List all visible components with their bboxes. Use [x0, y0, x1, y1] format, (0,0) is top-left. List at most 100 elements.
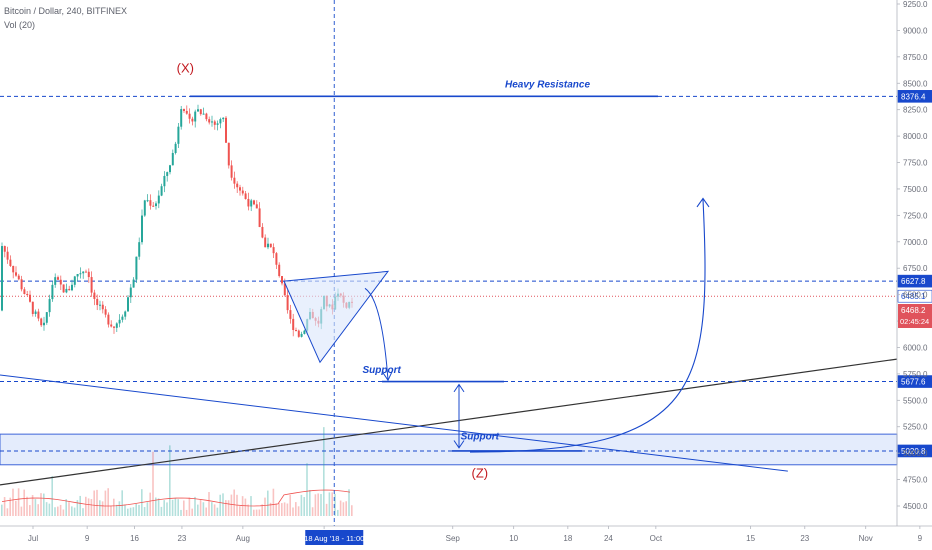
candle-body: [211, 121, 213, 123]
candle-body: [152, 205, 155, 207]
candle-body: [29, 294, 31, 302]
crosshair-date-tag: [305, 530, 364, 545]
x-tick-label: Oct: [650, 534, 663, 543]
candle-body: [197, 109, 199, 112]
volume-bar: [68, 502, 70, 516]
breakdown-projection[interactable]: [364, 287, 389, 381]
candle-body: [59, 279, 62, 285]
volume-bar: [258, 509, 261, 516]
volume-bar: [289, 494, 291, 516]
volume-bar: [345, 501, 347, 516]
volume-bar: [59, 504, 62, 516]
candle-body: [292, 318, 295, 330]
volume-bar: [149, 492, 151, 516]
volume-bar: [320, 494, 322, 516]
countdown-label: 02:45:24: [900, 317, 929, 326]
candle-body: [267, 243, 269, 248]
candle-body: [233, 177, 236, 184]
falling-trendline[interactable]: [0, 374, 788, 472]
volume-bar: [146, 502, 149, 516]
heavy-resistance-label: Heavy Resistance: [505, 79, 590, 90]
level-tag-5020.8: [897, 444, 932, 458]
volume-bar: [118, 501, 121, 516]
candle-body: [241, 190, 244, 194]
candle-body: [3, 246, 6, 252]
candle-body: [250, 200, 253, 207]
candle-body: [300, 333, 303, 337]
x-tick-label: Aug: [236, 534, 250, 543]
candle-body: [82, 271, 85, 274]
candle-body: [205, 113, 208, 120]
y-tick-label: 6000.0: [903, 343, 928, 352]
support-zone[interactable]: [0, 433, 898, 466]
rising-trendline[interactable]: [0, 358, 898, 486]
x-tick-label: 16: [130, 534, 139, 543]
candle-body: [191, 118, 194, 122]
volume-bar: [314, 494, 317, 516]
candle-body: [155, 203, 157, 207]
volume-bar: [31, 495, 34, 516]
candle-body: [146, 200, 149, 202]
volume-bar: [17, 488, 20, 516]
candle-body: [96, 298, 99, 306]
level-label-8376.4: 8376.4: [901, 92, 926, 101]
candle-body: [180, 109, 183, 127]
volume-bar: [57, 506, 59, 516]
volume-bar: [65, 499, 67, 516]
volume-bar: [45, 502, 48, 516]
current-price-label: 6468.2: [901, 306, 926, 315]
level-tag-8376.4: [897, 90, 932, 103]
candle-body: [17, 275, 20, 280]
candle-body: [230, 165, 233, 178]
volume-bar: [157, 498, 160, 516]
volume-bar: [129, 507, 132, 516]
candle-body: [43, 322, 45, 326]
triangle-pattern[interactable]: [283, 270, 390, 364]
support-upper-label: Support: [362, 365, 401, 376]
volume-bar: [261, 504, 263, 516]
y-tick-label: 4500.0: [903, 502, 928, 511]
volume-bar: [286, 503, 289, 516]
candle-body: [101, 304, 104, 310]
volume-bar: [43, 493, 45, 516]
y-tick-label: 8250.0: [903, 106, 928, 115]
candle-body: [227, 142, 230, 166]
candle-body: [93, 292, 96, 299]
candle-body: [149, 200, 152, 206]
volume-bar: [247, 504, 249, 516]
level-label-5020.8: 5020.8: [901, 447, 926, 456]
bullish-projection-curve[interactable]: [469, 199, 706, 453]
candle-body: [115, 323, 118, 328]
volume-bar: [104, 490, 107, 516]
candle-body: [138, 242, 141, 257]
volume-bar: [127, 508, 129, 516]
y-tick-label: 7250.0: [903, 211, 928, 220]
volume-bar: [303, 497, 305, 516]
x-tick-label: 9: [918, 534, 923, 543]
candle-body: [135, 256, 138, 280]
candle-body: [157, 195, 160, 204]
volume-bar: [113, 498, 115, 516]
volume-bar: [3, 497, 6, 516]
volume-bar: [197, 504, 199, 516]
candle-body: [34, 311, 37, 314]
candle-body: [23, 289, 26, 294]
candle-body: [118, 319, 121, 324]
x-tick-label: 9: [85, 534, 90, 543]
candle-body: [62, 284, 65, 293]
volume-bar: [331, 492, 333, 516]
volume-bar: [183, 500, 185, 516]
x-tick-label: 15: [746, 534, 755, 543]
z-label: (Z): [472, 465, 489, 480]
candle-body: [275, 253, 278, 265]
candle-body: [48, 299, 51, 313]
candle-body: [289, 310, 292, 319]
volume-bar: [37, 504, 39, 516]
candle-body: [129, 287, 132, 298]
level-tag-6485.1: [897, 289, 932, 303]
candle-body: [199, 109, 202, 115]
candle-body: [110, 324, 113, 327]
candle-body: [37, 311, 40, 319]
x-label: (X): [177, 61, 194, 76]
